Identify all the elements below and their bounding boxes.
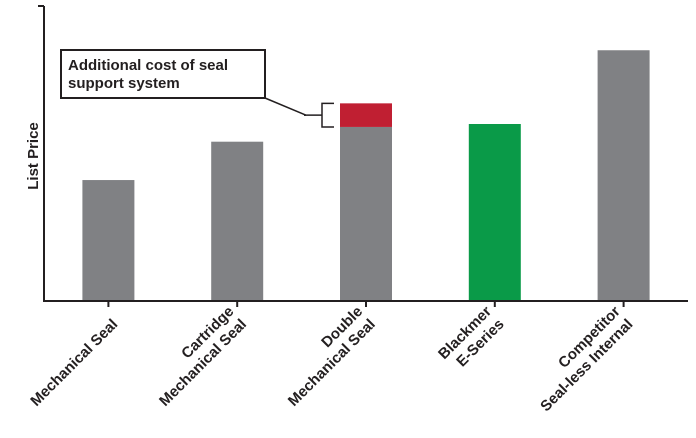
category-label-1: CartridgeMechanical Seal: [143, 303, 250, 410]
category-labels: Mechanical Seal CartridgeMechanical Seal D…: [27, 303, 636, 415]
category-label-0: Mechanical Seal: [27, 316, 121, 410]
callout-text: Additional cost of seal support system: [68, 57, 228, 92]
bar-2: [340, 126, 392, 301]
annotation-callout: Additional cost of seal support system: [60, 49, 334, 128]
stacked-bar-2: [340, 103, 392, 127]
category-label-3: BlackmerE-Series: [435, 303, 508, 376]
bar-0: [82, 180, 135, 301]
bars-layer: [82, 50, 650, 301]
callout-bracket: [321, 102, 334, 128]
callout-text-line: Additional cost of seal: [68, 57, 228, 74]
callout-box: [60, 49, 266, 99]
bar-3: [468, 124, 521, 301]
callout-text-line: support system: [68, 75, 180, 92]
bar-4: [597, 50, 650, 301]
category-label-2: DoubleMechanical Seal: [272, 303, 379, 410]
callout-leader-line: [264, 97, 307, 116]
category-label-line: Mechanical Seal: [27, 316, 121, 410]
category-label-4: CompetitorSeal-less Internal: [524, 303, 636, 415]
y-axis-label: List Price: [25, 122, 42, 190]
x-ticks: [107, 301, 625, 307]
bar-1: [211, 141, 264, 301]
